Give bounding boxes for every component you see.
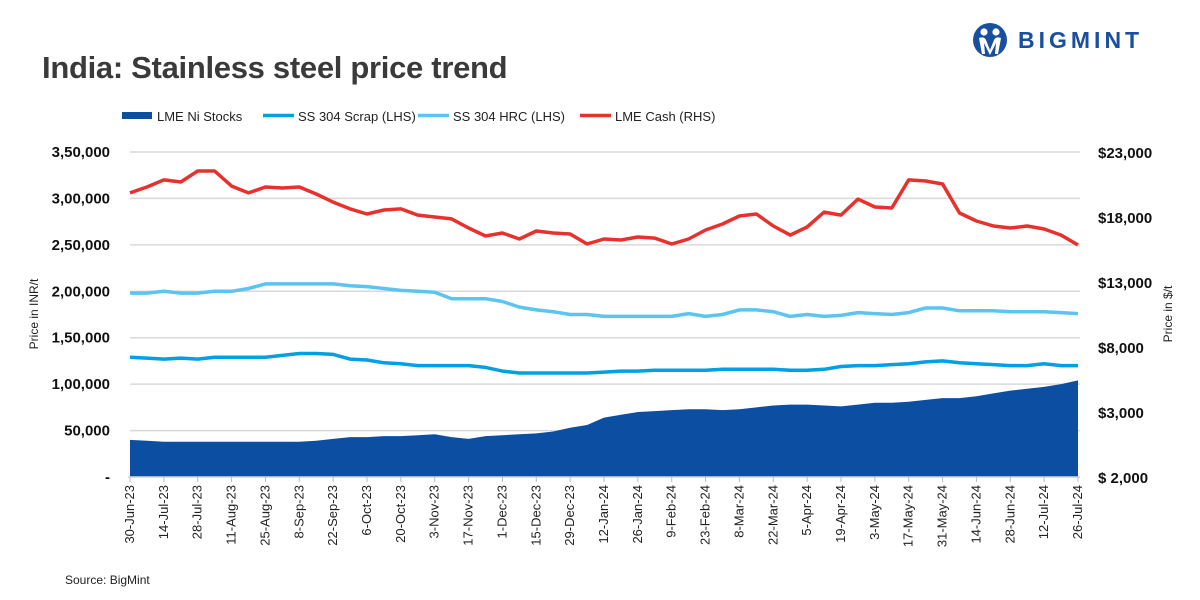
- bigmint-logo-text: BIGMINT: [1018, 26, 1144, 53]
- left-axis-label: Price in INR/t: [27, 278, 41, 349]
- x-tick-label: 14-Jul-23: [156, 485, 171, 539]
- x-tick-label: 12-Jul-24: [1036, 485, 1051, 539]
- x-tick-label: 12-Jan-24: [596, 485, 611, 544]
- left-tick-label: 2,00,000: [52, 283, 110, 300]
- x-tick-label: 9-Feb-24: [664, 485, 679, 538]
- x-tick-label: 5-Apr-24: [799, 485, 814, 536]
- x-tick-label: 26-Jan-24: [630, 485, 645, 544]
- x-tick-label: 3-Nov-23: [427, 485, 442, 538]
- right-tick-label: $13,000: [1098, 275, 1152, 292]
- x-tick-label: 20-Oct-23: [393, 485, 408, 543]
- bigmint-logo-icon: [973, 23, 1007, 57]
- right-tick-label: $23,000: [1098, 145, 1152, 162]
- x-tick-label: 17-May-24: [901, 485, 916, 547]
- x-tick-label: 25-Aug-23: [257, 485, 272, 546]
- right-axis-label: Price in $/t: [1161, 285, 1175, 342]
- x-tick-label: 8-Mar-24: [731, 485, 746, 538]
- x-tick-label: 17-Nov-23: [461, 485, 476, 546]
- x-tick-label: 14-Jun-24: [968, 485, 983, 544]
- left-tick-label: 1,50,000: [52, 330, 110, 347]
- x-tick-label: 11-Aug-23: [224, 485, 239, 545]
- left-tick-label: 2,50,000: [52, 237, 110, 254]
- left-tick-label: -: [105, 469, 110, 486]
- legend-item: SS 304 HRC (LHS): [418, 109, 565, 124]
- x-tick-label: 19-Apr-24: [833, 485, 848, 543]
- left-tick-label: 1,00,000: [52, 376, 110, 393]
- x-tick-label: 28-Jul-23: [190, 485, 205, 539]
- chart-title: India: Stainless steel price trend: [42, 50, 508, 85]
- bigmint-logo: BIGMINT: [972, 22, 1143, 58]
- x-tick-label: 28-Jun-24: [1002, 485, 1017, 544]
- legend-label: LME Ni Stocks: [157, 109, 243, 124]
- x-tick-label: 6-Oct-23: [359, 485, 374, 536]
- x-tick-label: 1-Dec-23: [494, 485, 509, 538]
- legend-item: SS 304 Scrap (LHS): [263, 109, 416, 124]
- series-lines: [129, 169, 1079, 375]
- legend-label: SS 304 Scrap (LHS): [298, 109, 416, 124]
- x-tick-label: 31-May-24: [935, 485, 950, 547]
- series-area-ni-stocks: [130, 380, 1078, 477]
- series-line-2: [130, 282, 1079, 319]
- x-axis-ticks: 30-Jun-23 14-Jul-23 28-Jul-23 11-Aug-23 25-A…: [122, 476, 1085, 547]
- right-tick-label: $18,000: [1098, 210, 1152, 227]
- left-tick-label: 50,000: [64, 423, 110, 440]
- legend-swatch: [122, 112, 152, 119]
- x-tick-label: 3-May-24: [867, 485, 882, 540]
- legend-label: LME Cash (RHS): [615, 109, 715, 124]
- right-tick-label: $8,000: [1098, 340, 1144, 357]
- ni-stocks-area: [130, 380, 1078, 477]
- right-tick-label: $3,000: [1098, 405, 1144, 422]
- left-tick-label: 3,00,000: [52, 190, 110, 207]
- x-tick-label: 23-Feb-24: [698, 485, 713, 545]
- x-tick-label: 26-Jul-24: [1070, 485, 1085, 539]
- x-tick-label: 22-Sep-23: [325, 485, 340, 546]
- source-note: Source: BigMint: [65, 573, 150, 587]
- legend: LME Ni Stocks SS 304 Scrap (LHS) SS 304 HR…: [122, 109, 715, 124]
- series-line-3: [129, 169, 1079, 247]
- x-tick-label: 30-Jun-23: [122, 485, 137, 544]
- x-tick-label: 29-Dec-23: [562, 485, 577, 546]
- legend-item: LME Ni Stocks: [122, 109, 243, 124]
- x-tick-label: 8-Sep-23: [291, 485, 306, 538]
- x-tick-label: 22-Mar-24: [765, 485, 780, 545]
- right-tick-label: $ 2,000: [1098, 470, 1148, 487]
- x-tick-label: 15-Dec-23: [528, 485, 543, 546]
- right-axis-ticks: $ 2,000 $3,000 $8,000 $13,000 $18,000 $23,000: [1098, 145, 1152, 487]
- left-axis-ticks: - 50,000 1,00,000 1,50,000 2,00,000 2,50,000 3…: [52, 144, 110, 486]
- legend-item: LME Cash (RHS): [580, 109, 715, 124]
- legend-label: SS 304 HRC (LHS): [453, 109, 565, 124]
- left-tick-label: 3,50,000: [52, 144, 110, 161]
- series-line-1: [129, 351, 1078, 375]
